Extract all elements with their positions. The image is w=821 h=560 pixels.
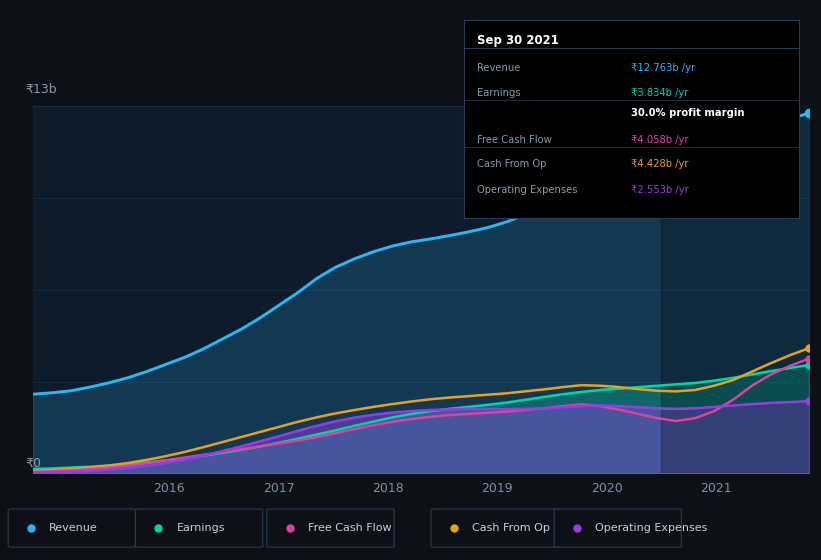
Text: Operating Expenses: Operating Expenses: [477, 185, 578, 195]
Text: Free Cash Flow: Free Cash Flow: [308, 523, 392, 533]
Bar: [661, 106, 809, 473]
Text: ₹12.763b /yr: ₹12.763b /yr: [631, 63, 695, 73]
FancyBboxPatch shape: [431, 509, 558, 547]
Text: Earnings: Earnings: [477, 88, 521, 98]
Text: ₹0: ₹0: [25, 456, 41, 469]
Text: Free Cash Flow: Free Cash Flow: [477, 135, 552, 145]
Text: Revenue: Revenue: [477, 63, 521, 73]
Text: ₹2.553b /yr: ₹2.553b /yr: [631, 185, 689, 195]
FancyBboxPatch shape: [8, 509, 135, 547]
Text: Earnings: Earnings: [177, 523, 225, 533]
Text: Cash From Op: Cash From Op: [472, 523, 550, 533]
Text: Operating Expenses: Operating Expenses: [595, 523, 708, 533]
Text: ₹4.428b /yr: ₹4.428b /yr: [631, 159, 689, 169]
FancyBboxPatch shape: [135, 509, 263, 547]
Text: ₹4.058b /yr: ₹4.058b /yr: [631, 135, 689, 145]
FancyBboxPatch shape: [554, 509, 681, 547]
FancyBboxPatch shape: [267, 509, 394, 547]
Text: ₹13b: ₹13b: [25, 82, 57, 95]
Text: ₹3.834b /yr: ₹3.834b /yr: [631, 88, 689, 98]
Text: 30.0% profit margin: 30.0% profit margin: [631, 108, 745, 118]
Text: Revenue: Revenue: [49, 523, 98, 533]
Text: Sep 30 2021: Sep 30 2021: [477, 34, 559, 46]
Text: Cash From Op: Cash From Op: [477, 159, 547, 169]
